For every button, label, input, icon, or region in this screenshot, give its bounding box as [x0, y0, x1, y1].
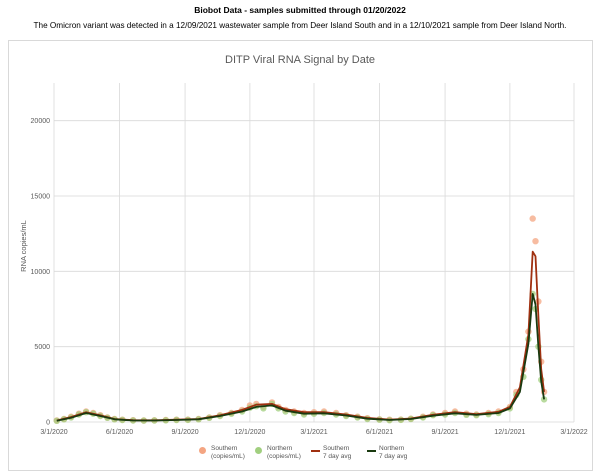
y-tick-label: 0 — [46, 420, 50, 427]
x-tick-label: 9/1/2021 — [431, 429, 458, 436]
southern-avg-line — [56, 250, 545, 422]
x-tick-labels: 3/1/2020 6/1/2020 9/1/2020 12/1/2020 3/1/202… — [40, 429, 587, 436]
x-tick-label: 3/1/2022 — [560, 429, 587, 436]
y-tick-label: 5000 — [34, 344, 50, 351]
southern-point — [529, 215, 536, 222]
legend-label-southern-avg: Southern 7 day avg — [323, 445, 352, 460]
x-tick-label: 9/1/2020 — [171, 429, 198, 436]
y-tick-label: 15000 — [31, 194, 51, 201]
rna-signal-chart: DITP Viral RNA Signal by Date RNA copies… — [19, 54, 588, 436]
x-tick-label: 12/1/2021 — [494, 429, 525, 436]
x-tick-label: 6/1/2020 — [106, 429, 133, 436]
x-tick-label: 6/1/2021 — [366, 429, 393, 436]
x-tick-label: 12/1/2020 — [234, 429, 265, 436]
legend-swatch-northern-avg — [367, 450, 376, 452]
legend-label-southern-points: Southern (copies/mL) — [211, 445, 245, 460]
y-axis-label: RNA copies/mL — [19, 220, 28, 272]
legend-swatch-southern-points — [199, 447, 206, 454]
chart-marks — [53, 215, 548, 424]
grid-lines — [53, 83, 575, 423]
chart-panel: DITP Viral RNA Signal by Date RNA copies… — [8, 40, 593, 471]
y-tick-label: 10000 — [31, 269, 51, 276]
northern-avg-line — [56, 292, 545, 422]
legend-swatch-southern-avg — [311, 450, 320, 452]
y-tick-label: 20000 — [31, 118, 51, 125]
page-subheading: The Omicron variant was detected in a 12… — [33, 21, 567, 30]
legend-swatch-northern-points — [255, 447, 262, 454]
chart-title: DITP Viral RNA Signal by Date — [225, 54, 375, 66]
legend-label-northern-points: Northern (copies/mL) — [267, 445, 301, 460]
x-tick-label: 3/1/2020 — [40, 429, 67, 436]
legend-label-northern-avg: Northern 7 day avg — [379, 445, 408, 460]
x-tick-label: 3/1/2021 — [300, 429, 327, 436]
southern-point — [532, 238, 539, 245]
y-tick-labels: 0 5000 10000 15000 20000 — [31, 118, 51, 426]
page-heading: Biobot Data - samples submitted through … — [194, 5, 406, 15]
